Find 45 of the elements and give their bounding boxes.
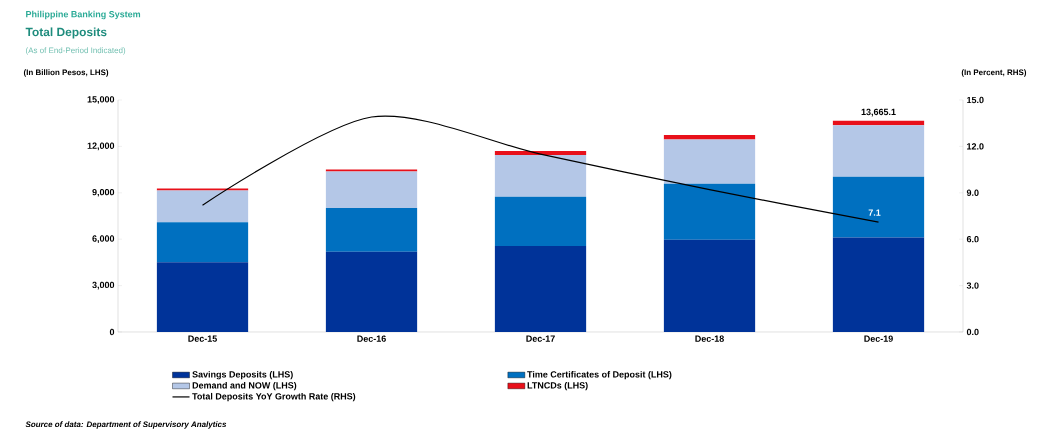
legend-label: Time Certificates of Deposit (LHS): [527, 370, 672, 380]
y-tick-label: 15,000: [87, 96, 115, 104]
bar: [325, 171, 418, 208]
bar: [832, 237, 925, 332]
bar: [325, 251, 418, 332]
x-tick-label: Dec-15: [188, 335, 217, 342]
legend-label: Demand and NOW (LHS): [192, 381, 297, 391]
bar: [663, 239, 756, 332]
y2-tick-label: 15.0: [967, 96, 984, 104]
bar: [494, 151, 587, 155]
y2-tick-label: 12.0: [967, 143, 984, 150]
y2-tick-label: 6.0: [966, 236, 979, 243]
bar: [156, 190, 249, 223]
legend-label: Savings Deposits (LHS): [192, 370, 293, 380]
bar: [494, 196, 587, 246]
y2-tick-label: 3.0: [966, 282, 979, 289]
x-tick-label: Dec-16: [357, 335, 386, 342]
bar: [663, 183, 756, 240]
bar: [156, 262, 249, 332]
x-tick-label: Dec-17: [526, 335, 555, 342]
y-tick-label: 12,000: [87, 142, 115, 151]
total-label: 13,665.1: [861, 108, 896, 117]
legend-label: LTNCDs (LHS): [527, 381, 588, 391]
y-tick-label: 6,000: [92, 235, 115, 244]
line-series: [201, 115, 880, 223]
bar: [325, 169, 418, 172]
y-tick-label: 0: [109, 328, 115, 336]
bar: [663, 139, 756, 184]
x-tick-label: Dec-19: [864, 335, 893, 342]
x-tick-label: Dec-18: [695, 335, 724, 342]
y2-tick-label: 9.0: [966, 189, 979, 196]
bar: [494, 245, 587, 332]
y-tick-label: 3,000: [92, 281, 115, 290]
bar: [325, 207, 418, 252]
bar: [832, 176, 925, 238]
y2-tick-label: 0.0: [966, 328, 979, 336]
bar: [156, 188, 249, 191]
chart-title: Total Deposits: [25, 27, 107, 39]
data-label: 7.1: [868, 209, 881, 216]
bar: [494, 154, 587, 197]
bar: [156, 222, 249, 263]
bar: [832, 125, 925, 177]
y-tick-label: 9,000: [92, 188, 115, 197]
text: Philippine Banking System: [26, 10, 141, 20]
legend-label: Total Deposits YoY Growth Rate (RHS): [192, 392, 356, 402]
